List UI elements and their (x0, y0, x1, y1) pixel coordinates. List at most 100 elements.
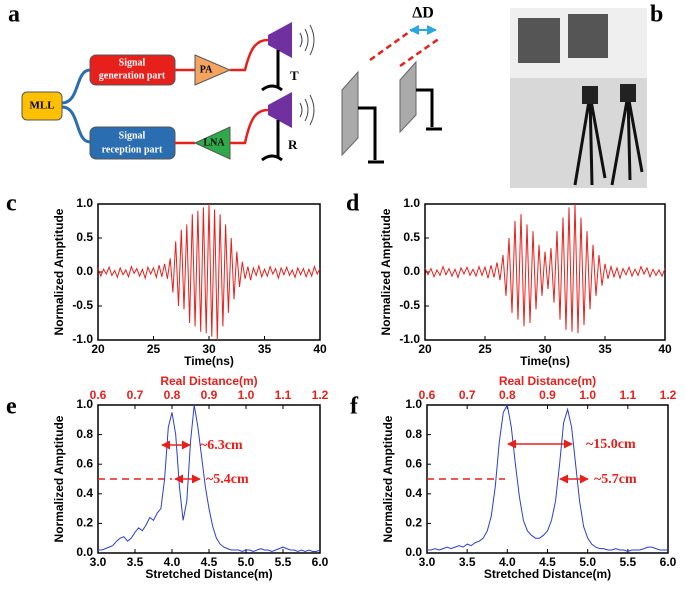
annotation: ~6.3cm (200, 438, 243, 453)
y-tick-label: 0.0 (76, 264, 93, 278)
reception-label: Signal (119, 130, 146, 141)
stand (261, 120, 283, 162)
x2-tick-label: 0.6 (90, 388, 107, 402)
y-tick-label: 0.0 (76, 545, 93, 559)
photo (510, 8, 647, 188)
annotation: ~15.0cm (586, 437, 636, 452)
x-tick-label: 3.0 (419, 555, 436, 569)
fiber (61, 68, 91, 144)
x2-tick-label: 1.2 (312, 388, 329, 402)
x-tick-label: 4.5 (201, 555, 218, 569)
wire (230, 38, 269, 72)
panel-label: f (350, 394, 359, 420)
x-tick-label: 5.0 (579, 555, 596, 569)
y-tick-label: -0.5 (72, 298, 93, 312)
x2-axis-label: Real Distance(m) (160, 374, 257, 388)
horn-r (268, 92, 292, 128)
y-tick-label: 0.6 (405, 456, 422, 470)
x2-tick-label: 1.0 (579, 388, 596, 402)
x-tick-label: 3.5 (459, 555, 476, 569)
y-tick-label: 0.6 (76, 456, 93, 470)
generation-label: generation part (99, 70, 166, 81)
wave (299, 94, 315, 126)
r-label: R (288, 137, 298, 152)
x-tick-label: 30 (202, 342, 216, 356)
x2-tick-label: 1.0 (238, 388, 255, 402)
x2-tick-label: 1.1 (619, 388, 636, 402)
x2-tick-label: 0.8 (499, 388, 516, 402)
pa-amp (194, 54, 232, 86)
y-tick-label: 0.4 (405, 486, 422, 500)
photo-horn (620, 84, 636, 102)
delta-label: ΔD (412, 5, 434, 22)
x-tick-label: 20 (418, 342, 432, 356)
y-tick-label: -0.5 (399, 298, 420, 312)
panel-label: b (650, 2, 663, 28)
x-tick-label: 20 (91, 342, 105, 356)
y-tick-label: 0.5 (403, 230, 420, 244)
x2-tick-label: 0.7 (459, 388, 476, 402)
dash-line (399, 36, 441, 68)
annotation: ~5.7cm (594, 472, 637, 487)
x-tick-label: 4.0 (499, 555, 516, 569)
x-axis-label: Stretched Distance(m) (484, 567, 611, 581)
y-tick-label: 0.8 (405, 427, 422, 441)
y-tick-label: 0.2 (76, 516, 93, 530)
y-tick-label: 0.5 (76, 230, 93, 244)
y-tick-label: 0.0 (403, 264, 420, 278)
x2-tick-label: 0.7 (127, 388, 144, 402)
data-line (97, 203, 321, 341)
mll-box (21, 91, 63, 121)
photo-panel (518, 18, 560, 63)
plate (341, 70, 359, 157)
dash-line (369, 28, 413, 62)
photo-panel (568, 14, 608, 58)
x-tick-label: 5.5 (619, 555, 636, 569)
x2-tick-label: 0.9 (201, 388, 218, 402)
plate (399, 60, 417, 134)
annotation: ~5.4cm (206, 472, 249, 487)
stand (261, 50, 283, 92)
x-tick-label: 25 (147, 342, 161, 356)
x-tick-label: 40 (313, 342, 327, 356)
x-tick-label: 6.0 (312, 555, 329, 569)
y-axis-label: Normalized Amptitude (379, 208, 393, 335)
y-tick-label: 1.0 (403, 196, 420, 210)
y-tick-label: 1.0 (405, 397, 422, 411)
wire (230, 108, 269, 145)
mll-label: MLL (29, 100, 54, 112)
x-tick-label: 5.0 (238, 555, 255, 569)
y-tick-label: 0.0 (405, 545, 422, 559)
x-axis-label: Stretched Distance(m) (145, 567, 272, 581)
y-tick-label: 0.4 (76, 486, 93, 500)
x-tick-label: 3.5 (127, 555, 144, 569)
x2-tick-label: 0.8 (164, 388, 181, 402)
stand (358, 106, 384, 164)
photo-horn (582, 86, 598, 104)
x-axis-label: Time(ns) (184, 354, 234, 368)
stand (416, 88, 442, 131)
generation-label: Signal (119, 57, 146, 68)
data-line (98, 404, 321, 553)
y-tick-label: -1.0 (72, 332, 93, 346)
x2-tick-label: 0.6 (419, 388, 436, 402)
reception-label: reception part (102, 144, 163, 155)
x2-tick-label: 1.1 (275, 388, 292, 402)
lna-label: LNA (203, 137, 225, 148)
x-axis-label: Time(ns) (520, 354, 570, 368)
panel-label: a (8, 2, 20, 28)
y-tick-label: -1.0 (399, 332, 420, 346)
photo-tripod (573, 94, 644, 186)
x-tick-label: 35 (598, 342, 612, 356)
x-tick-label: 3.0 (90, 555, 107, 569)
t-label: T (290, 68, 299, 83)
x-tick-label: 4.0 (164, 555, 181, 569)
x-tick-label: 4.5 (539, 555, 556, 569)
diagram: MLL Signal generation part PA T Signal r… (21, 5, 442, 164)
panel-label: d (346, 191, 360, 217)
panel-label: c (6, 191, 17, 217)
horn-t (268, 22, 292, 58)
y-axis-label: Normalized Amptitude (52, 415, 66, 542)
x-tick-label: 30 (538, 342, 552, 356)
